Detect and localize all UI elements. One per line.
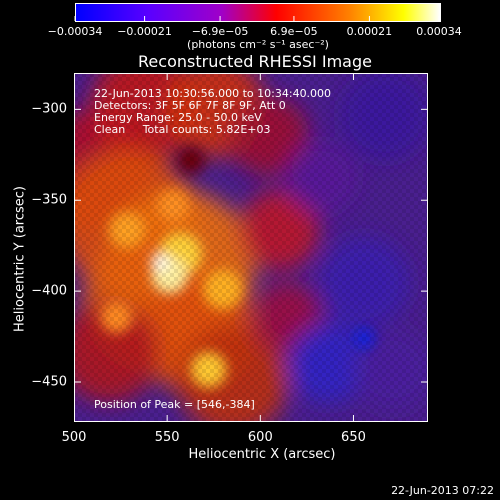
footer-timestamp: 22-Jun-2013 07:22: [391, 484, 494, 497]
annotation-time-range: 22-Jun-2013 10:30:56.000 to 10:34:40.000: [94, 87, 332, 100]
annotation-peak-position: Position of Peak = [546,-384]: [94, 398, 255, 411]
x-tick-label: 600: [247, 430, 273, 445]
colorbar-tick-label: 0.00021: [346, 25, 393, 38]
annotation-clean-counts: Clean Total counts: 5.82E+03: [94, 123, 271, 136]
heatmap-plot: [74, 73, 428, 422]
colorbar-ticks: [74, 16, 440, 21]
y-tick-label: −300: [31, 101, 67, 117]
annotation-energy-range: Energy Range: 25.0 - 50.0 keV: [94, 111, 262, 124]
y-tick-label: −400: [31, 283, 67, 299]
colorbar-tick-label: −6.9e−05: [191, 25, 249, 38]
colorbar-tick-label: 0.00034: [416, 25, 462, 38]
x-axis-label: Heliocentric X (arcsec): [188, 447, 336, 462]
y-axis-label: Heliocentric Y (arcsec): [12, 186, 28, 332]
colorbar-tick-label: −0.00034: [47, 25, 103, 38]
x-tick-label: 650: [341, 430, 366, 445]
x-tick-label: 550: [154, 430, 180, 445]
colorbar: [75, 3, 441, 22]
colorbar-tick-label: −0.00021: [117, 25, 172, 38]
colorbar-units: (photons cm⁻² s⁻¹ asec⁻²): [187, 38, 329, 51]
annotation-detectors: Detectors: 3F 5F 6F 7F 8F 9F, Att 0: [94, 99, 286, 112]
colorbar-tick-label: 6.9e−05: [270, 25, 318, 38]
x-tick-label: 500: [61, 430, 87, 445]
y-tick-label: −350: [31, 192, 67, 208]
chart-title: Reconstructed RHESSI Image: [138, 52, 372, 71]
y-tick-label: −450: [31, 374, 67, 390]
